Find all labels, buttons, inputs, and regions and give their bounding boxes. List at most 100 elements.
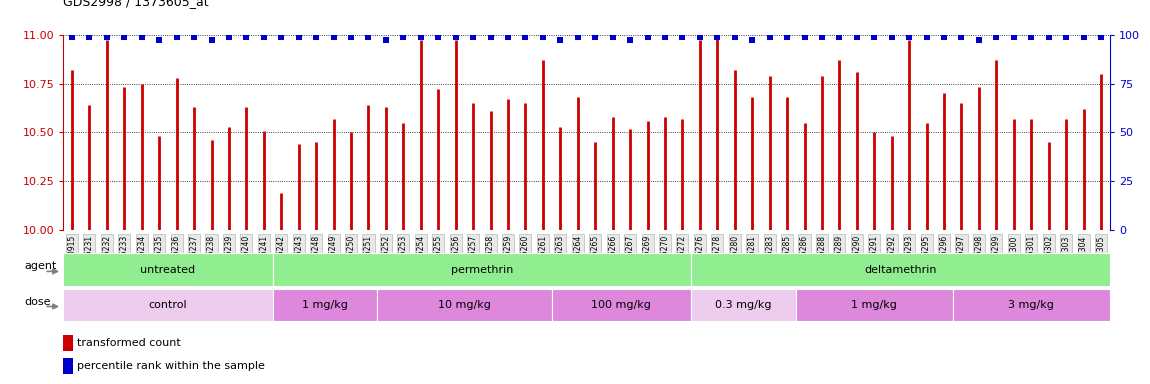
Text: GSM195260: GSM195260 (521, 235, 530, 281)
Text: 0.3 mg/kg: 0.3 mg/kg (715, 300, 772, 310)
Text: GSM195242: GSM195242 (277, 235, 285, 281)
Point (813, 33, 831, 40)
Text: GSM195249: GSM195249 (329, 235, 338, 281)
Text: GSM195256: GSM195256 (451, 235, 460, 281)
Point (446, 33, 465, 40)
Bar (796, 289, 952, 321)
Point (98, 33, 116, 40)
Text: GSM195231: GSM195231 (85, 235, 94, 281)
Text: GSM195259: GSM195259 (504, 235, 513, 281)
Point (1057, 33, 1075, 40)
Point (254, 33, 273, 40)
Text: GSM195261: GSM195261 (538, 235, 547, 281)
Point (534, 33, 552, 40)
Text: permethrin: permethrin (451, 265, 513, 275)
Text: GSM195303: GSM195303 (1061, 235, 1071, 281)
Text: GSM195236: GSM195236 (172, 235, 181, 281)
Text: GSM195289: GSM195289 (835, 235, 844, 281)
Text: GSM195298: GSM195298 (974, 235, 983, 281)
Point (882, 33, 900, 40)
Text: GSM195263: GSM195263 (555, 235, 565, 281)
Point (918, 33, 936, 40)
Point (132, 33, 151, 40)
Point (743, 37, 761, 43)
Text: GSM195297: GSM195297 (957, 235, 966, 281)
Text: GSM195250: GSM195250 (346, 235, 355, 281)
Text: 10 mg/kg: 10 mg/kg (438, 300, 491, 310)
Point (952, 33, 971, 40)
Point (463, 33, 482, 40)
Text: deltamethrin: deltamethrin (864, 265, 937, 275)
Point (848, 33, 866, 40)
Point (1074, 33, 1092, 40)
Point (1040, 33, 1058, 40)
Bar (63, 253, 273, 286)
Point (412, 33, 430, 40)
Point (969, 37, 988, 43)
Text: GSM195283: GSM195283 (765, 235, 774, 281)
Text: GSM195238: GSM195238 (207, 235, 216, 281)
Point (150, 37, 168, 43)
Point (220, 33, 238, 40)
Bar (273, 289, 377, 321)
Text: transformed count: transformed count (77, 338, 181, 348)
Bar (952, 289, 1110, 321)
Point (551, 37, 569, 43)
Point (673, 33, 691, 40)
Point (586, 33, 605, 40)
Point (604, 33, 622, 40)
Point (394, 33, 413, 40)
Text: GSM195253: GSM195253 (399, 235, 408, 281)
Point (987, 33, 1005, 40)
Point (185, 33, 204, 40)
Text: GSM195292: GSM195292 (888, 235, 896, 281)
Point (202, 37, 221, 43)
Text: 1 mg/kg: 1 mg/kg (302, 300, 347, 310)
Text: GSM195264: GSM195264 (574, 235, 582, 281)
Text: GDS2998 / 1373605_at: GDS2998 / 1373605_at (63, 0, 209, 8)
Text: GSM195293: GSM195293 (905, 235, 913, 281)
Point (81, 33, 99, 40)
Point (237, 33, 255, 40)
Text: agent: agent (24, 262, 56, 271)
Text: GSM195302: GSM195302 (1044, 235, 1053, 281)
Text: control: control (148, 300, 187, 310)
Text: GSM195235: GSM195235 (155, 235, 163, 281)
Text: GSM195237: GSM195237 (190, 235, 199, 281)
Point (726, 33, 744, 40)
Text: GSM195296: GSM195296 (940, 235, 949, 281)
Point (115, 33, 133, 40)
Point (290, 33, 308, 40)
Point (63, 33, 82, 40)
Point (935, 33, 953, 40)
Text: GSM195272: GSM195272 (678, 235, 687, 281)
Text: 3 mg/kg: 3 mg/kg (1009, 300, 1055, 310)
Text: GSM195232: GSM195232 (102, 235, 112, 281)
Text: GSM195305: GSM195305 (1097, 235, 1105, 281)
Bar (552, 289, 691, 321)
Text: GSM195304: GSM195304 (1079, 235, 1088, 281)
Text: 100 mg/kg: 100 mg/kg (591, 300, 651, 310)
Bar (63, 289, 273, 321)
Bar (691, 253, 1110, 286)
Text: GSM195254: GSM195254 (416, 235, 426, 281)
Point (377, 37, 396, 43)
Point (638, 33, 657, 40)
Text: GSM195239: GSM195239 (224, 235, 233, 281)
Point (499, 33, 518, 40)
Text: GSM195300: GSM195300 (1010, 235, 1018, 281)
Point (656, 33, 674, 40)
Text: GSM195295: GSM195295 (922, 235, 932, 281)
Point (568, 33, 586, 40)
Point (1091, 33, 1110, 40)
Text: percentile rank within the sample: percentile rank within the sample (77, 361, 266, 371)
Text: GSM195280: GSM195280 (730, 235, 739, 281)
Text: GSM195258: GSM195258 (486, 235, 494, 281)
Text: untreated: untreated (140, 265, 196, 275)
Bar (691, 289, 796, 321)
Text: GSM195266: GSM195266 (608, 235, 618, 281)
Text: GSM195299: GSM195299 (992, 235, 1000, 281)
Point (1005, 33, 1024, 40)
Text: 1 mg/kg: 1 mg/kg (851, 300, 897, 310)
Text: GSM195257: GSM195257 (469, 235, 477, 281)
